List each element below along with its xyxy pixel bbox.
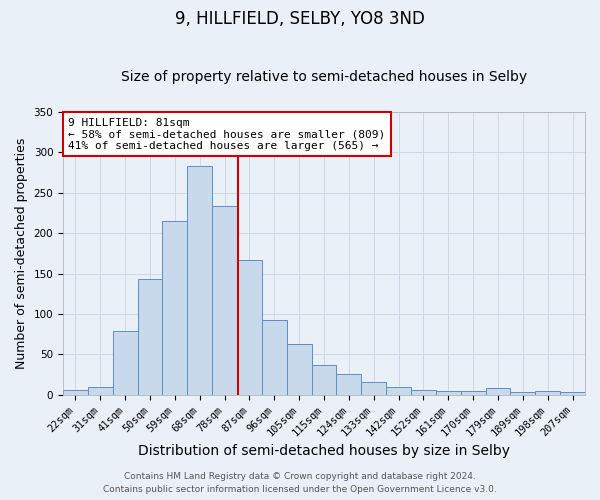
Bar [137,279,163,394]
Bar [436,390,461,394]
Bar [361,382,386,394]
Y-axis label: Number of semi-detached properties: Number of semi-detached properties [15,138,28,369]
Bar [113,331,137,394]
Bar [311,365,337,394]
X-axis label: Distribution of semi-detached houses by size in Selby: Distribution of semi-detached houses by … [138,444,510,458]
Bar [187,166,212,394]
Bar [386,386,411,394]
Bar [511,392,535,394]
Bar [63,390,88,394]
Bar [212,206,237,394]
Bar [485,388,511,394]
Bar [337,374,361,394]
Text: 9 HILLFIELD: 81sqm
← 58% of semi-detached houses are smaller (809)
41% of semi-d: 9 HILLFIELD: 81sqm ← 58% of semi-detache… [68,118,385,151]
Bar [88,388,113,394]
Bar [560,392,585,394]
Bar [411,390,436,394]
Text: Contains HM Land Registry data © Crown copyright and database right 2024.
Contai: Contains HM Land Registry data © Crown c… [103,472,497,494]
Bar [262,320,287,394]
Bar [163,221,187,394]
Bar [535,392,560,394]
Bar [287,344,311,395]
Bar [461,392,485,394]
Text: 9, HILLFIELD, SELBY, YO8 3ND: 9, HILLFIELD, SELBY, YO8 3ND [175,10,425,28]
Bar [237,260,262,394]
Title: Size of property relative to semi-detached houses in Selby: Size of property relative to semi-detach… [121,70,527,85]
